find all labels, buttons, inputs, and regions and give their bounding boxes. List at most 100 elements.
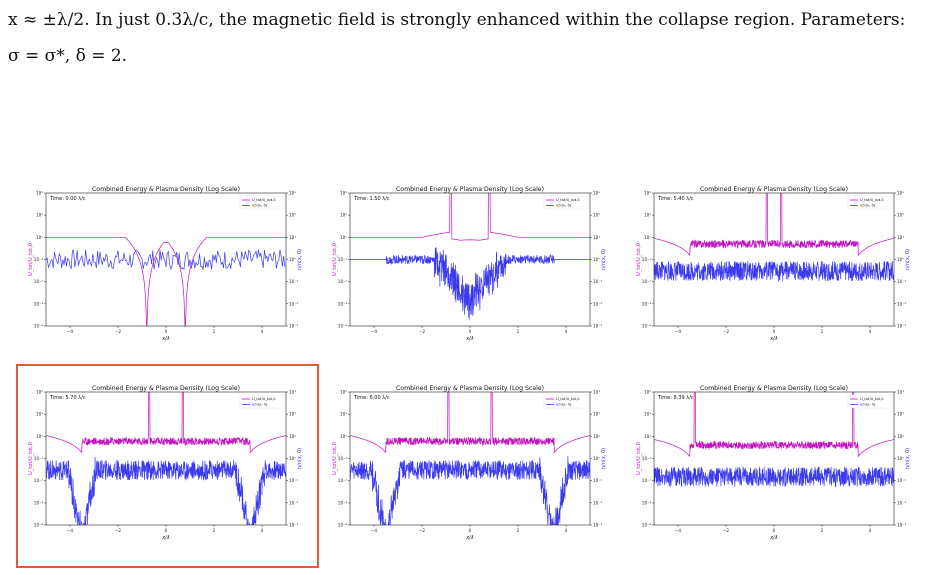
x-tick-label: 0 <box>773 528 776 533</box>
y-right-tick-label: 10² <box>897 412 904 417</box>
y-left-tick-label: 10⁻¹ <box>338 456 348 461</box>
x-axis-label: x/λ <box>161 535 170 541</box>
y-left-tick-label: 10² <box>36 191 43 196</box>
y-right-tick-label: 10⁻¹ <box>593 279 603 284</box>
legend-label: n/n(x, 0) <box>556 403 572 407</box>
legend-label: n/n(x, 0) <box>860 403 876 407</box>
y-right-tick-label: 10⁻² <box>289 500 299 505</box>
series-line-energy <box>654 392 894 458</box>
y-left-tick-label: 10² <box>644 191 651 196</box>
x-axis-label: x/λ <box>465 336 474 342</box>
legend-box <box>239 195 285 210</box>
y-right-tick-label: 10⁰ <box>897 257 904 262</box>
plot-frame <box>45 192 287 327</box>
x-tick-label: −2 <box>723 528 730 533</box>
x-tick-label: −2 <box>115 528 122 533</box>
x-tick-label: 4 <box>565 528 568 533</box>
y-right-tick-label: 10⁻² <box>289 301 299 306</box>
y-left-tick-label: 10¹ <box>340 213 347 218</box>
chart-panel-6: Combined Energy & Plasma Density (Log Sc… <box>634 382 914 550</box>
x-tick-label: 4 <box>261 329 264 334</box>
y-left-tick-label: 10⁻⁴ <box>338 523 348 528</box>
y-left-tick-label: 10⁰ <box>340 434 347 439</box>
y-right-tick-label: 10⁻¹ <box>897 279 907 284</box>
y-right-tick-label: 10¹ <box>897 434 904 439</box>
y-right-tick-label: 10⁻¹ <box>289 478 299 483</box>
x-tick-label: 0 <box>773 329 776 334</box>
y-right-axis-label: n/n(x, 0) <box>905 249 911 270</box>
y-left-axis-label: U_tot/U_tot,0 <box>332 243 338 276</box>
series-line-energy <box>350 193 590 241</box>
figure-caption: x ≈ ±λ/2. In just 0.3λ/c, the magnetic f… <box>8 2 938 74</box>
y-right-axis-label: n/n(x, 0) <box>905 448 911 469</box>
y-right-tick-label: 10⁻¹ <box>593 478 603 483</box>
legend-label: n/n(x, 0) <box>252 204 268 208</box>
y-right-tick-label: 10⁻² <box>897 301 907 306</box>
y-right-tick-label: 10¹ <box>289 434 296 439</box>
y-left-tick-label: 10⁻² <box>34 478 44 483</box>
legend-label: U_tot/U_tot,0 <box>252 198 276 202</box>
plot-frame <box>349 391 591 526</box>
y-right-tick-label: 10⁰ <box>593 257 600 262</box>
series-line-density <box>654 466 894 488</box>
y-left-axis-label: U_tot/U_tot,0 <box>636 243 642 276</box>
legend-label: U_tot/U_tot,0 <box>860 397 884 401</box>
y-left-tick-label: 10¹ <box>340 412 347 417</box>
chart-title: Combined Energy & Plasma Density (Log Sc… <box>396 186 544 193</box>
y-left-tick-label: 10² <box>644 390 651 395</box>
legend-label: n/n(x, 0) <box>556 204 572 208</box>
chart-panel-2: Combined Energy & Plasma Density (Log Sc… <box>330 183 610 351</box>
series-line-energy <box>46 392 286 454</box>
caption-line-2: σ = σ*, δ = 2. <box>8 46 128 66</box>
chart-svg: Combined Energy & Plasma Density (Log Sc… <box>28 186 303 342</box>
y-right-tick-label: 10³ <box>289 191 296 196</box>
x-tick-label: −4 <box>67 329 74 334</box>
y-left-tick-label: 10⁻⁴ <box>338 324 348 329</box>
x-axis-label: x/λ <box>465 535 474 541</box>
y-left-tick-label: 10¹ <box>36 213 43 218</box>
x-tick-label: 2 <box>213 329 216 334</box>
y-right-axis-label: n/n(x, 0) <box>601 249 607 270</box>
x-tick-label: 0 <box>469 528 472 533</box>
y-left-tick-label: 10⁻⁴ <box>642 523 652 528</box>
y-right-tick-label: 10⁰ <box>289 257 296 262</box>
chart-title: Combined Energy & Plasma Density (Log Sc… <box>700 385 848 392</box>
y-right-tick-label: 10⁻³ <box>593 523 603 528</box>
series-line-density <box>46 457 286 525</box>
chart-title: Combined Energy & Plasma Density (Log Sc… <box>396 385 544 392</box>
legend-box <box>543 195 589 210</box>
x-tick-label: 0 <box>469 329 472 334</box>
x-tick-label: −4 <box>67 528 74 533</box>
legend-label: U_tot/U_tot,0 <box>556 198 580 202</box>
y-right-tick-label: 10³ <box>593 390 600 395</box>
y-left-tick-label: 10⁰ <box>340 235 347 240</box>
legend-label: n/n(x, 0) <box>860 204 876 208</box>
plot-frame <box>653 391 895 526</box>
y-left-axis-label: U_tot/U_tot,0 <box>28 243 34 276</box>
legend-label: U_tot/U_tot,0 <box>860 198 884 202</box>
legend-label: n/n(x, 0) <box>252 403 268 407</box>
x-tick-label: 2 <box>213 528 216 533</box>
x-tick-label: −2 <box>419 528 426 533</box>
y-right-tick-label: 10² <box>897 213 904 218</box>
y-left-tick-label: 10⁻² <box>338 478 348 483</box>
y-left-axis-label: U_tot/U_tot,0 <box>28 442 34 475</box>
caption-line-1: x ≈ ±λ/2. In just 0.3λ/c, the magnetic f… <box>8 10 906 30</box>
y-right-tick-label: 10⁻³ <box>897 324 907 329</box>
x-tick-label: 4 <box>565 329 568 334</box>
y-left-tick-label: 10⁻³ <box>338 500 348 505</box>
y-right-tick-label: 10⁰ <box>593 456 600 461</box>
x-tick-label: 4 <box>869 329 872 334</box>
y-left-tick-label: 10⁻³ <box>338 301 348 306</box>
y-right-tick-label: 10⁻³ <box>897 523 907 528</box>
x-tick-label: 0 <box>165 329 168 334</box>
y-right-tick-label: 10⁻¹ <box>289 279 299 284</box>
series-line-energy <box>350 392 590 454</box>
y-right-tick-label: 10² <box>289 412 296 417</box>
y-right-axis-label: n/n(x, 0) <box>601 448 607 469</box>
x-tick-label: −4 <box>675 329 682 334</box>
chart-title: Combined Energy & Plasma Density (Log Sc… <box>92 385 240 392</box>
x-tick-label: −2 <box>723 329 730 334</box>
highlight-box <box>16 364 319 568</box>
x-tick-label: 2 <box>821 528 824 533</box>
